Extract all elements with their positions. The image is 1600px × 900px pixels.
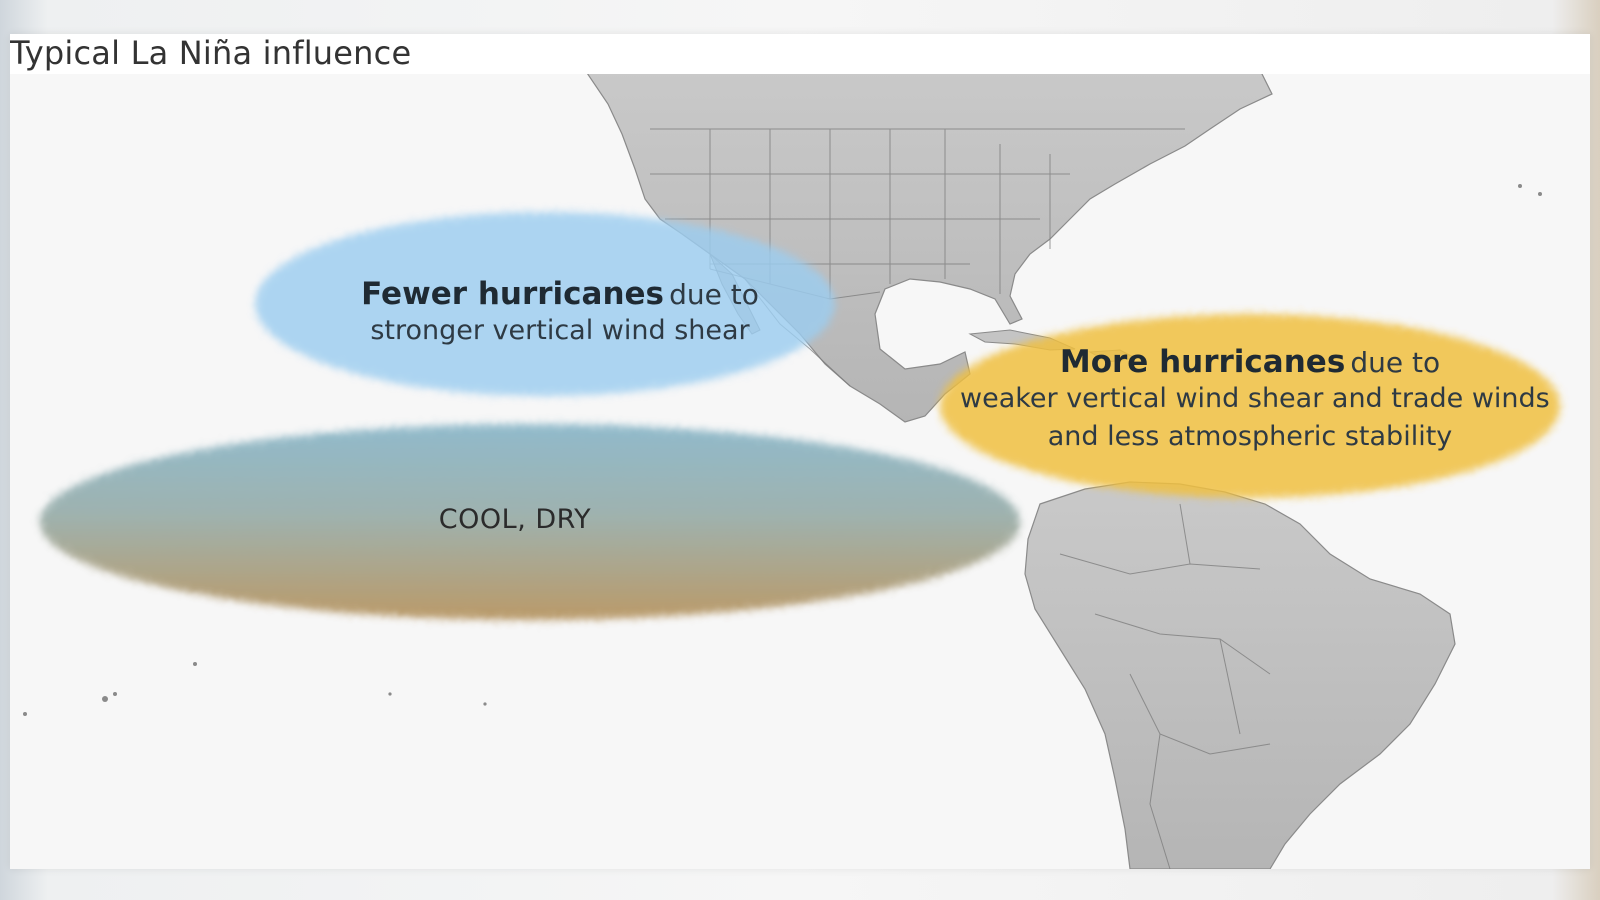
- pacific-islands: [23, 184, 1542, 716]
- more-hurricanes-detail-line2: and less atmospheric stability: [1047, 421, 1453, 452]
- more-hurricanes-headline: More hurricanes: [1059, 344, 1346, 380]
- cool-dry-label: COOL, DRY: [438, 504, 592, 535]
- fewer-hurricanes-label: Fewer hurricanes due to stronger vertica…: [350, 276, 770, 350]
- more-hurricanes-detail-line1: weaker vertical wind shear and trade win…: [960, 383, 1550, 414]
- south-america-landmass: [1024, 481, 1456, 869]
- fewer-hurricanes-due-to: due to: [669, 278, 759, 311]
- cool-dry-zone: [40, 424, 1020, 620]
- fewer-hurricanes-detail: stronger vertical wind shear: [370, 315, 750, 346]
- fewer-hurricanes-zone: [255, 212, 835, 396]
- map-canvas: [23, 69, 1560, 869]
- map-panel: Typical La Niña influence Fewer hurrican…: [10, 34, 1590, 869]
- title-bar: Typical La Niña influence: [10, 34, 1590, 74]
- more-hurricanes-label: More hurricanes due to weaker vertical w…: [960, 344, 1550, 456]
- political-borders-south: [1059, 503, 1271, 869]
- more-hurricanes-zone: [940, 314, 1560, 498]
- more-hurricanes-due-to: due to: [1350, 346, 1441, 379]
- map-title: Typical La Niña influence: [10, 34, 412, 72]
- fewer-hurricanes-headline: Fewer hurricanes: [361, 276, 664, 312]
